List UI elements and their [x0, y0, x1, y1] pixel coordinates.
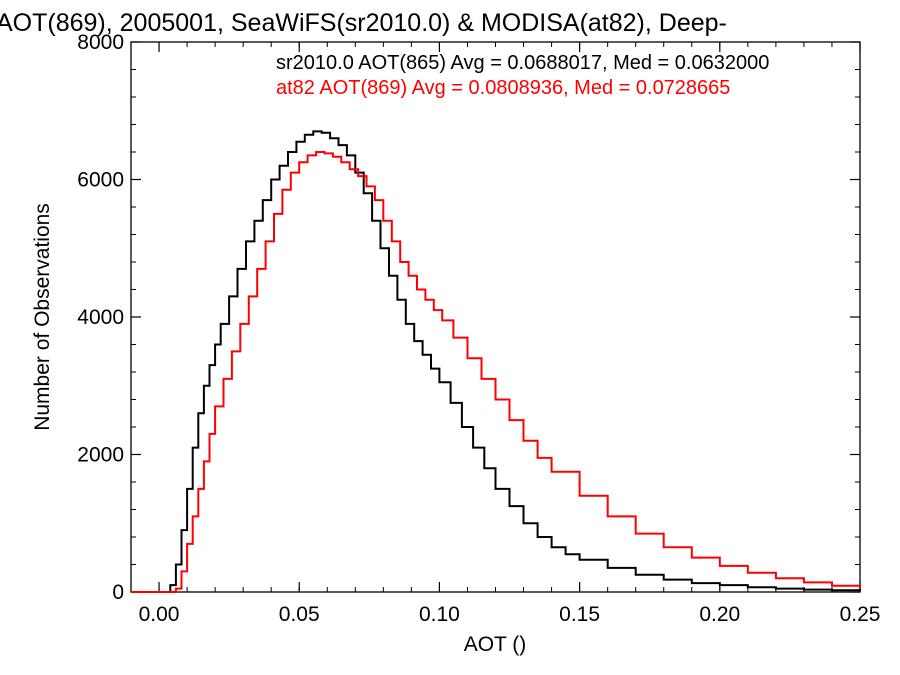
plot-frame — [130, 41, 861, 593]
annotation-black: sr2010.0 AOT(865) Avg = 0.0688017, Med =… — [276, 52, 769, 74]
y-tick-label: 6000 — [77, 169, 124, 192]
y-tick-label: 4000 — [77, 306, 124, 329]
x-tick-label: 0.10 — [419, 603, 460, 626]
x-axis-label: AOT () — [464, 633, 527, 656]
y-tick-label: 0 — [112, 581, 124, 604]
x-tick-label: 0.15 — [559, 603, 600, 626]
x-tick-label: 0.05 — [279, 603, 320, 626]
x-tick-label: 0.25 — [840, 603, 881, 626]
annotation-red: at82 AOT(869) Avg = 0.0808936, Med = 0.0… — [276, 77, 730, 99]
plot-area: 0.00 0.05 0.10 0.15 0.20 0.25 0 2000 4000 6000 800… — [77, 31, 880, 626]
y-axis-label: Number of Observations — [31, 203, 54, 431]
y-tick-label: 8000 — [77, 31, 124, 54]
series-red-histogram — [131, 151, 861, 593]
x-tick-label: 0.20 — [699, 603, 740, 626]
chart-title: AOT(869), 2005001, SeaWiFS(sr2010.0) & M… — [0, 9, 727, 37]
x-tick-label: 0.00 — [139, 603, 180, 626]
series-black-histogram — [131, 130, 861, 593]
y-tick-label: 2000 — [77, 444, 124, 467]
